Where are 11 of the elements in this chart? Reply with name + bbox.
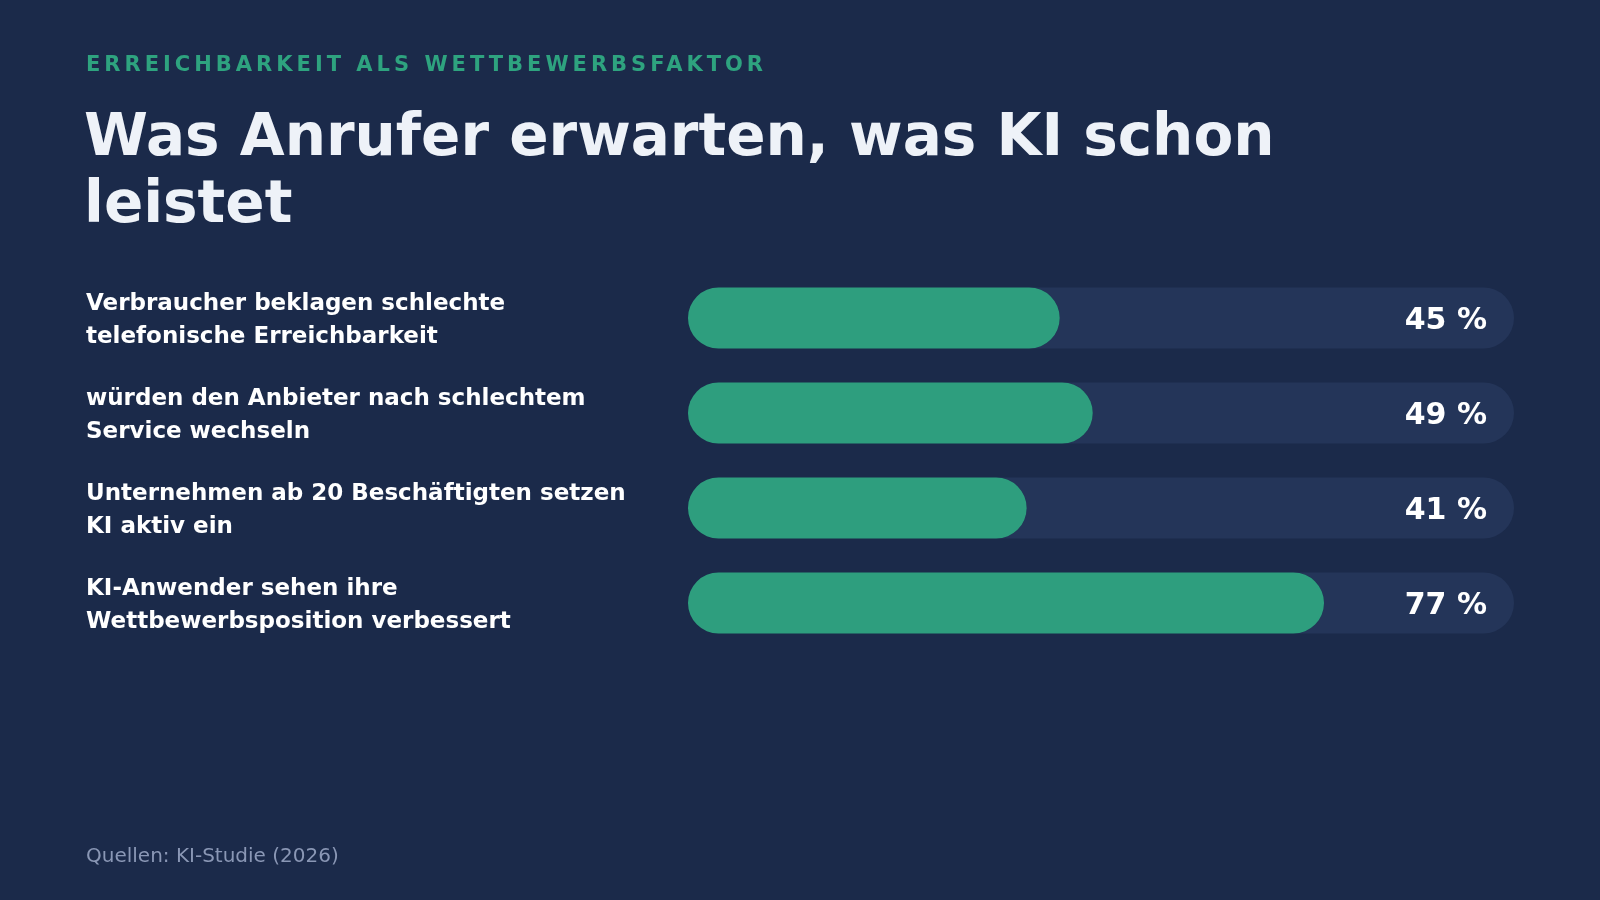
source-note: Quellen: KI-Studie (2026) [86, 843, 339, 867]
data-label: 45 % [1404, 301, 1487, 336]
data-label: 49 % [1404, 396, 1487, 431]
chart-title: Was Anrufer erwarten, was KI schon leistet [84, 101, 1275, 236]
data-label: 77 % [1404, 586, 1487, 621]
y-tick-label: KI-Anwender sehen ihre Wettbewerbsposition verbessert [86, 573, 511, 633]
data-label: 41 % [1404, 491, 1487, 526]
y-tick-label: Unternehmen ab 20 Beschäftigten setzen KI aktiv ein [86, 478, 626, 538]
y-tick-label: Verbraucher beklagen schlechte telefonische Erreichbarkeit [86, 288, 506, 348]
text: ERREICHBARKEIT ALS WETTBEWERBSFAKTOR [86, 52, 768, 76]
y-tick-label: würden den Anbieter nach schlechtem Service wechseln [86, 383, 586, 443]
